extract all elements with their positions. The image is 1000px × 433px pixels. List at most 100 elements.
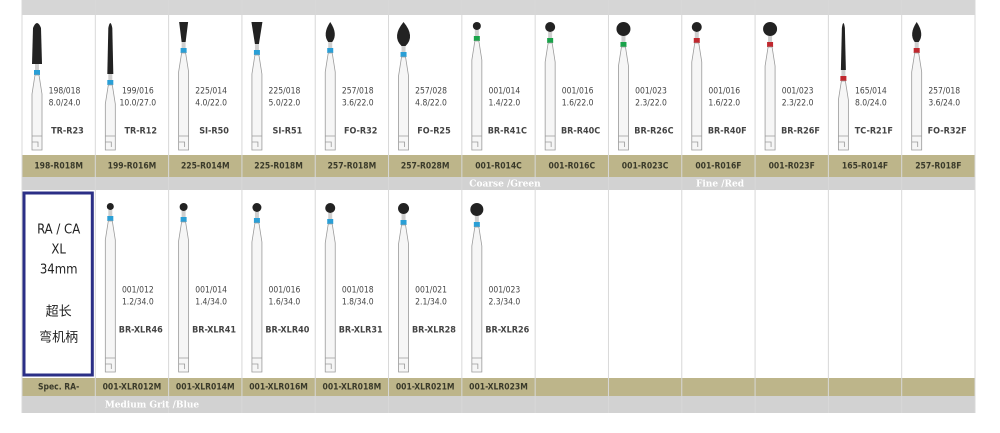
bur-head [396,22,411,46]
bur-ring [327,48,334,53]
spec-label: Spec. RA- [38,383,79,393]
bur-head [398,203,410,214]
bur-neck [914,42,919,48]
bur-neck [548,32,553,38]
bur-head [325,22,335,42]
item-label: 001-XLR012M [103,383,162,393]
item-name: TC-R21F [855,127,893,137]
item-size: 2.1/34.0 [415,298,447,308]
bur-shank [104,220,116,373]
item-name: BR-XLR28 [412,326,456,336]
bur-ring [34,70,40,75]
bur-neck [621,36,626,42]
band-label: Fine /Red [696,180,745,190]
item-size: 1.6/22.0 [562,99,594,109]
bur-latch [325,135,336,147]
item-label: 001-XLR018M [323,383,382,393]
item-code: 001/023 [782,87,814,97]
item-size: 8.0/24.0 [49,99,81,109]
bur-neck [401,46,406,52]
item-code: 001/014 [488,87,520,97]
item-label: 225-R018M [254,162,303,172]
bur-head [179,22,189,42]
item-size: 1.4/22.0 [488,99,520,109]
bur-ring [400,52,407,57]
bur-latch [32,135,42,147]
bur-shank [398,56,409,151]
item-label: 001-R016F [695,162,741,172]
item-name: BR-XLR46 [119,326,163,336]
bur-shank [31,74,43,151]
item-label: 257-R018F [915,162,961,172]
bur-head [840,23,846,70]
bur-shank [618,46,629,151]
bur-ring [620,42,627,47]
item-label: 001-R014C [475,162,522,172]
spec-line: 弯机柄 [39,330,78,346]
item-code: 001/014 [195,286,227,296]
item-label: 001-XLR021M [396,383,455,393]
bur-latch [251,135,262,147]
item-name: BR-XLR26 [485,326,529,336]
item-name: SI-R50 [199,127,229,137]
bur-shank [178,221,190,373]
bur-shank [691,42,703,151]
spec-line: 34mm [40,263,78,278]
item-label: 257-R028M [401,162,450,172]
bur-shank [837,80,849,151]
item-code: 001/016 [269,286,301,296]
item-code: 257/028 [415,87,447,97]
bur-ring [253,50,260,55]
item-label: 225-R014M [181,162,230,172]
spec-box [22,191,94,377]
bur-head [545,22,556,32]
bur-latch [691,135,702,147]
spec-line: 超长 [46,305,72,320]
item-size: 8.0/24.0 [855,99,887,109]
bur-ring [547,38,554,43]
item-name: BR-R26C [634,127,673,137]
spec-line: RA / CA [37,223,80,238]
item-name: BR-R41C [488,127,527,137]
item-code: 257/018 [342,87,374,97]
bur-neck [254,44,259,50]
bur-ring [180,48,187,53]
item-name: BR-XLR41 [192,326,236,336]
item-size: 10.0/27.0 [120,99,157,109]
item-size: 2.3/22.0 [782,99,814,109]
bur-head [912,22,922,42]
bur-latch [251,357,262,369]
item-label: 165-R014F [842,162,888,172]
item-size: 1.6/22.0 [708,99,740,109]
item-name: BR-R40C [561,127,600,137]
item-label: 001-R016C [549,162,596,172]
bur-shank [471,226,483,373]
bur-neck [181,42,186,48]
item-label: 001-XLR016M [249,383,308,393]
item-label: 001-R023F [769,162,815,172]
bur-ring [180,217,187,222]
bur-head [106,203,114,210]
item-size: 5.0/22.0 [269,99,301,109]
bur-shank [178,52,190,151]
bur-neck [328,42,333,48]
top-band [22,0,975,15]
item-code: 165/014 [855,87,887,97]
bur-ring [473,36,480,41]
gray-band [22,396,975,413]
item-label: 001-XLR023M [469,383,528,393]
item-code: 001/023 [635,87,667,97]
item-name: FO-R32 [344,127,377,137]
item-code: 001/016 [562,87,594,97]
bur-shank [764,46,776,151]
item-name: BR-XLR31 [339,326,383,336]
item-size: 1.8/34.0 [342,298,374,308]
bur-latch [178,135,189,147]
bur-head [472,22,481,30]
item-code: 001/023 [488,286,520,296]
bur-ring [107,216,114,221]
item-label: 199-R016M [108,162,157,172]
bur-shank [911,52,923,151]
band-label: Coarse /Green [469,180,541,190]
